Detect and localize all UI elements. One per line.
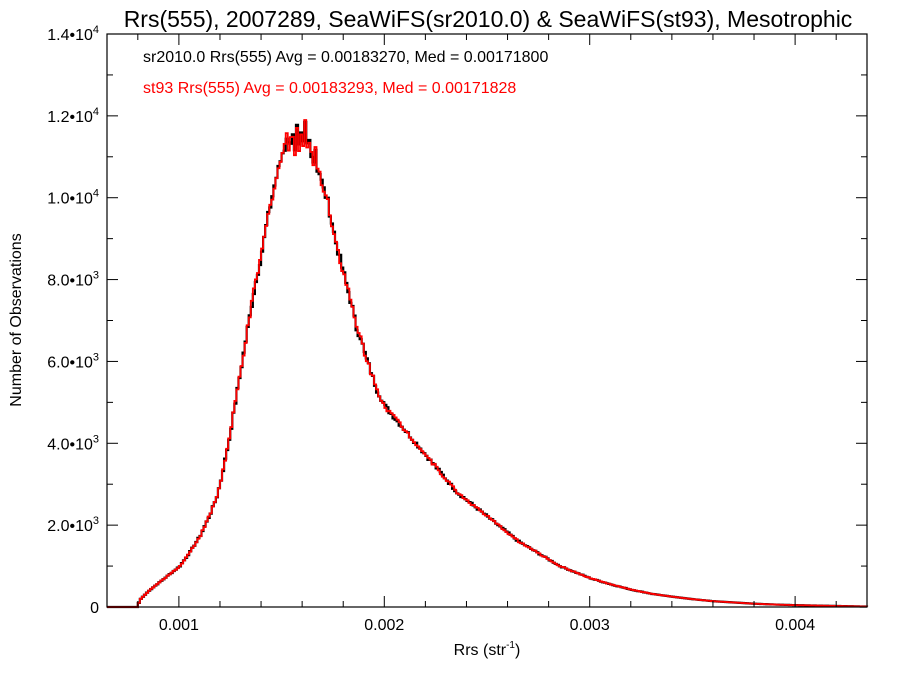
x-tick-label: 0.003 — [570, 617, 610, 634]
y-tick-label: 8.0•103 — [47, 270, 99, 290]
x-axis-label-suffix: ) — [515, 642, 520, 659]
y-tick-label: 6.0•103 — [47, 351, 99, 371]
y-tick-label: 1.4•104 — [47, 24, 99, 44]
x-tick-label: 0.002 — [364, 617, 404, 634]
y-tick-label: 1.2•104 — [47, 106, 99, 126]
y-tick-label: 4.0•103 — [47, 433, 99, 453]
y-tick-label: 0 — [90, 600, 99, 617]
histogram-series-2 — [107, 119, 868, 608]
x-tick-label: 0.001 — [159, 617, 199, 634]
x-axis-label-main: Rrs (str — [454, 642, 507, 659]
annotation-st93: st93 Rrs(555) Avg = 0.00183293, Med = 0.… — [143, 80, 516, 97]
x-tick-label: 0.004 — [775, 617, 815, 634]
y-axis-ticks: 0 2.0•103 4.0•103 6.0•103 8.0•103 1.0•104 1.2•… — [47, 24, 867, 617]
y-tick-label: 1.0•104 — [47, 188, 99, 208]
y-axis-label: Number of Observations — [8, 233, 25, 406]
x-axis-label: Rrs (str-1) — [454, 640, 521, 659]
series-layer — [107, 119, 869, 609]
x-axis-ticks: 0.001 0.002 0.003 0.004 — [137, 34, 837, 634]
chart-title: Rrs(555), 2007289, SeaWiFS(sr2010.0) & S… — [124, 6, 853, 32]
annotation-sr2010: sr2010.0 Rrs(555) Avg = 0.00183270, Med … — [143, 49, 548, 66]
x-axis-label-exp: -1 — [506, 640, 515, 651]
y-tick-label: 2.0•103 — [47, 515, 99, 535]
